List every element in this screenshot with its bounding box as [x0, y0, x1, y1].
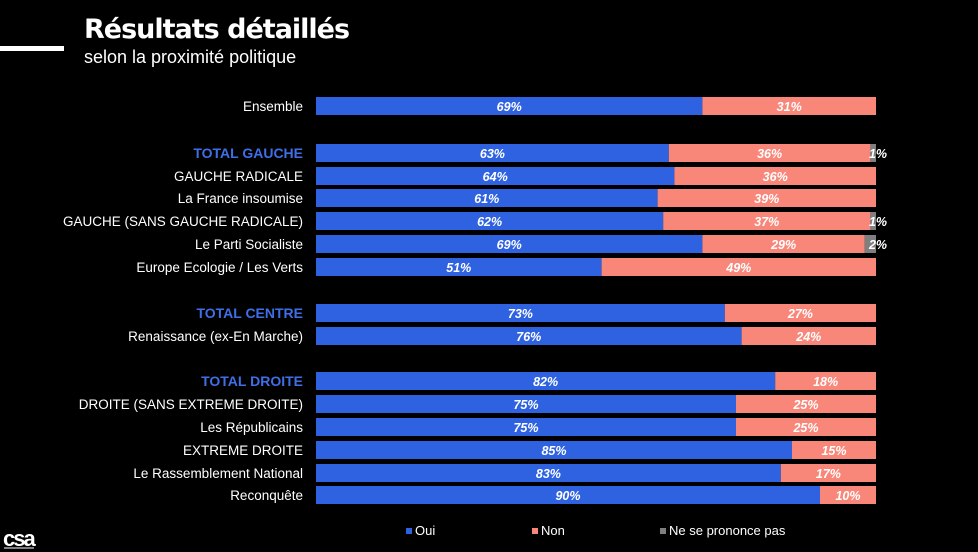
- category-label-la-france-insoumise: La France insoumise: [178, 191, 303, 206]
- value-label-non-total-centre: 27%: [787, 307, 813, 321]
- legend-label-oui: Oui: [415, 523, 435, 538]
- value-label-oui-total-droite: 82%: [533, 375, 558, 389]
- bar-oui-extreme-droite: [316, 441, 792, 459]
- value-label-non-ensemble: 31%: [777, 100, 802, 114]
- category-label-total-centre: TOTAL CENTRE: [196, 305, 303, 321]
- value-label-oui-le-rassemblement-national: 83%: [536, 467, 561, 481]
- value-label-non-droite-sans-extreme-droite: 25%: [792, 398, 818, 412]
- value-label-ne-se-prononce-pas-gauche-sans-gauche-radicale: 1%: [869, 215, 887, 229]
- value-label-non-renaissance-ex-en-marche: 24%: [795, 330, 821, 344]
- bar-non-le-parti-socialiste: [702, 235, 865, 253]
- bar-oui-total-gauche: [316, 144, 669, 162]
- title-accent-bar: [0, 46, 64, 51]
- value-label-oui-la-france-insoumise: 61%: [474, 192, 499, 206]
- bar-non-total-gauche: [668, 144, 871, 162]
- value-label-oui-ensemble: 69%: [497, 100, 522, 114]
- category-label-le-rassemblement-national: Le Rassemblement National: [133, 466, 303, 481]
- value-label-oui-gauche-sans-gauche-radicale: 62%: [477, 215, 502, 229]
- category-label-extreme-droite: EXTREME DROITE: [183, 443, 303, 458]
- bar-oui-gauche-sans-gauche-radicale: [316, 212, 664, 230]
- value-label-oui-le-parti-socialiste: 69%: [497, 238, 522, 252]
- bar-non-ensemble: [702, 97, 876, 115]
- page-title: Résultats détaillés: [84, 14, 350, 45]
- value-label-non-gauche-radicale: 36%: [763, 170, 788, 184]
- value-label-oui-renaissance-ex-en-marche: 76%: [516, 330, 541, 344]
- value-label-oui-reconquete: 90%: [555, 489, 580, 503]
- value-label-oui-extreme-droite: 85%: [541, 444, 566, 458]
- bar-oui-total-droite: [316, 372, 776, 390]
- legend-swatch-ne-se-prononce-pas: [660, 528, 666, 534]
- value-label-non-gauche-sans-gauche-radicale: 37%: [754, 215, 779, 229]
- bar-non-europe-ecologie-les-verts: [601, 258, 876, 276]
- bar-non-la-france-insoumise: [657, 189, 876, 207]
- category-label-gauche-sans-gauche-radicale: GAUCHE (SANS GAUCHE RADICALE): [63, 214, 303, 229]
- category-label-les-republicains: Les Républicains: [200, 420, 303, 435]
- value-label-non-europe-ecologie-les-verts: 49%: [725, 261, 751, 275]
- value-label-oui-droite-sans-extreme-droite: 75%: [513, 398, 538, 412]
- bar-ne-se-prononce-pas-le-parti-socialiste: [864, 235, 876, 253]
- bar-oui-ensemble: [316, 97, 703, 115]
- category-label-total-droite: TOTAL DROITE: [201, 373, 303, 389]
- category-label-ensemble: Ensemble: [243, 99, 303, 114]
- value-label-non-reconquete: 10%: [835, 489, 860, 503]
- bar-oui-le-parti-socialiste: [316, 235, 703, 253]
- value-label-oui-les-republicains: 75%: [513, 421, 538, 435]
- legend-swatch-non: [532, 528, 538, 534]
- bar-non-gauche-sans-gauche-radicale: [663, 212, 871, 230]
- bar-non-gauche-radicale: [674, 167, 876, 185]
- svg-text:csa: csa: [3, 526, 36, 550]
- category-label-reconquete: Reconquête: [230, 488, 303, 503]
- legend-label-non: Non: [541, 523, 565, 538]
- bar-oui-le-rassemblement-national: [316, 464, 781, 482]
- value-label-non-les-republicains: 25%: [792, 421, 818, 435]
- legend-label-ne-se-prononce-pas: Ne se prononce pas: [669, 523, 786, 538]
- bar-oui-gauche-radicale: [316, 167, 675, 185]
- bar-non-extreme-droite: [792, 441, 876, 459]
- value-label-non-le-parti-socialiste: 29%: [770, 238, 796, 252]
- bar-oui-droite-sans-extreme-droite: [316, 395, 736, 413]
- value-label-oui-gauche-radicale: 64%: [483, 170, 508, 184]
- category-label-le-parti-socialiste: Le Parti Socialiste: [195, 237, 303, 252]
- value-label-non-le-rassemblement-national: 17%: [816, 467, 841, 481]
- value-label-non-extreme-droite: 15%: [821, 444, 846, 458]
- bar-non-reconquete: [820, 486, 876, 504]
- bar-oui-total-centre: [316, 304, 725, 322]
- bar-non-total-droite: [775, 372, 876, 390]
- category-label-europe-ecologie-les-verts: Europe Ecologie / Les Verts: [136, 260, 303, 275]
- bar-oui-les-republicains: [316, 418, 736, 436]
- category-label-droite-sans-extreme-droite: DROITE (SANS EXTREME DROITE): [79, 397, 303, 412]
- value-label-oui-total-centre: 73%: [508, 307, 533, 321]
- value-label-non-la-france-insoumise: 39%: [754, 192, 779, 206]
- category-label-total-gauche: TOTAL GAUCHE: [193, 145, 303, 161]
- bar-non-renaissance-ex-en-marche: [741, 327, 876, 345]
- bar-non-le-rassemblement-national: [780, 464, 876, 482]
- bar-non-total-centre: [724, 304, 876, 322]
- bar-oui-la-france-insoumise: [316, 189, 658, 207]
- value-label-ne-se-prononce-pas-le-parti-socialiste: 2%: [868, 238, 887, 252]
- value-label-oui-europe-ecologie-les-verts: 51%: [446, 261, 471, 275]
- csa-logo: csa: [3, 526, 36, 550]
- bar-ne-se-prononce-pas-total-gauche: [870, 144, 876, 162]
- legend-swatch-oui: [406, 528, 412, 534]
- bar-oui-reconquete: [316, 486, 820, 504]
- category-label-renaissance-ex-en-marche: Renaissance (ex-En Marche): [128, 329, 303, 344]
- bar-ne-se-prononce-pas-gauche-sans-gauche-radicale: [870, 212, 876, 230]
- bar-non-les-republicains: [736, 418, 876, 436]
- value-label-ne-se-prononce-pas-total-gauche: 1%: [869, 147, 887, 161]
- value-label-non-total-droite: 18%: [813, 375, 838, 389]
- bar-oui-europe-ecologie-les-verts: [316, 258, 602, 276]
- value-label-oui-total-gauche: 63%: [480, 147, 505, 161]
- page-subtitle: selon la proximité politique: [84, 47, 297, 67]
- bar-non-droite-sans-extreme-droite: [736, 395, 876, 413]
- bar-oui-renaissance-ex-en-marche: [316, 327, 742, 345]
- category-label-gauche-radicale: GAUCHE RADICALE: [174, 169, 303, 184]
- value-label-non-total-gauche: 36%: [757, 147, 782, 161]
